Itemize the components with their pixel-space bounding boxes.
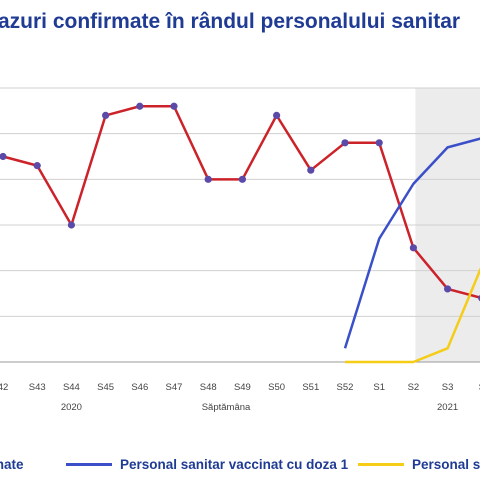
data-point <box>102 111 110 119</box>
x-tick-label: S46 <box>131 382 148 393</box>
data-point <box>33 162 41 170</box>
legend-item-2: Personal sanitar vaccinat cu doza 1 <box>66 454 348 474</box>
legend-label-1: mate <box>0 456 24 472</box>
data-point <box>341 139 349 147</box>
x-tick-label: S47 <box>166 382 183 393</box>
data-point <box>273 111 281 119</box>
data-point <box>444 285 452 293</box>
year-label: 2021 <box>437 402 458 413</box>
data-point <box>204 175 212 183</box>
legend-label-2: Personal sanitar vaccinat cu doza 1 <box>120 456 349 472</box>
series-line-1 <box>2 105 480 299</box>
series-line-3 <box>345 267 480 364</box>
data-point <box>0 152 7 161</box>
x-tick-label: S2 <box>408 382 420 393</box>
x-tick-label: S44 <box>63 382 80 393</box>
data-point <box>238 175 246 183</box>
x-tick-label: S <box>479 382 480 393</box>
x-tick-label: S50 <box>268 382 285 393</box>
x-tick-label: S43 <box>29 382 46 393</box>
series-line-2 <box>343 137 480 349</box>
x-tick-label: S1 <box>373 382 385 393</box>
x-tick-label: S52 <box>337 382 354 393</box>
x-tick-label: S51 <box>302 382 319 393</box>
x-tick-label: S3 <box>442 382 454 393</box>
data-point <box>170 102 178 110</box>
year-label: 2020 <box>61 402 82 413</box>
legend-swatch-2 <box>66 462 112 466</box>
legend-label-3: Personal s <box>412 456 480 472</box>
x-tick-label: 42 <box>0 382 8 393</box>
legend-swatch-3 <box>358 462 404 466</box>
data-point <box>67 221 75 229</box>
legend-item-1: mate <box>0 454 24 474</box>
x-tick-label: S48 <box>200 382 217 393</box>
data-point <box>307 166 315 174</box>
x-axis-label: Săptămâna <box>202 402 251 413</box>
data-point <box>375 139 383 147</box>
legend-item-3: Personal s <box>358 454 480 474</box>
data-point <box>136 102 144 110</box>
data-point <box>409 244 417 252</box>
x-tick-label: S45 <box>97 382 114 393</box>
chart-title: azuri confirmate în rândul personalului … <box>0 10 461 33</box>
x-tick-label: S49 <box>234 382 251 393</box>
